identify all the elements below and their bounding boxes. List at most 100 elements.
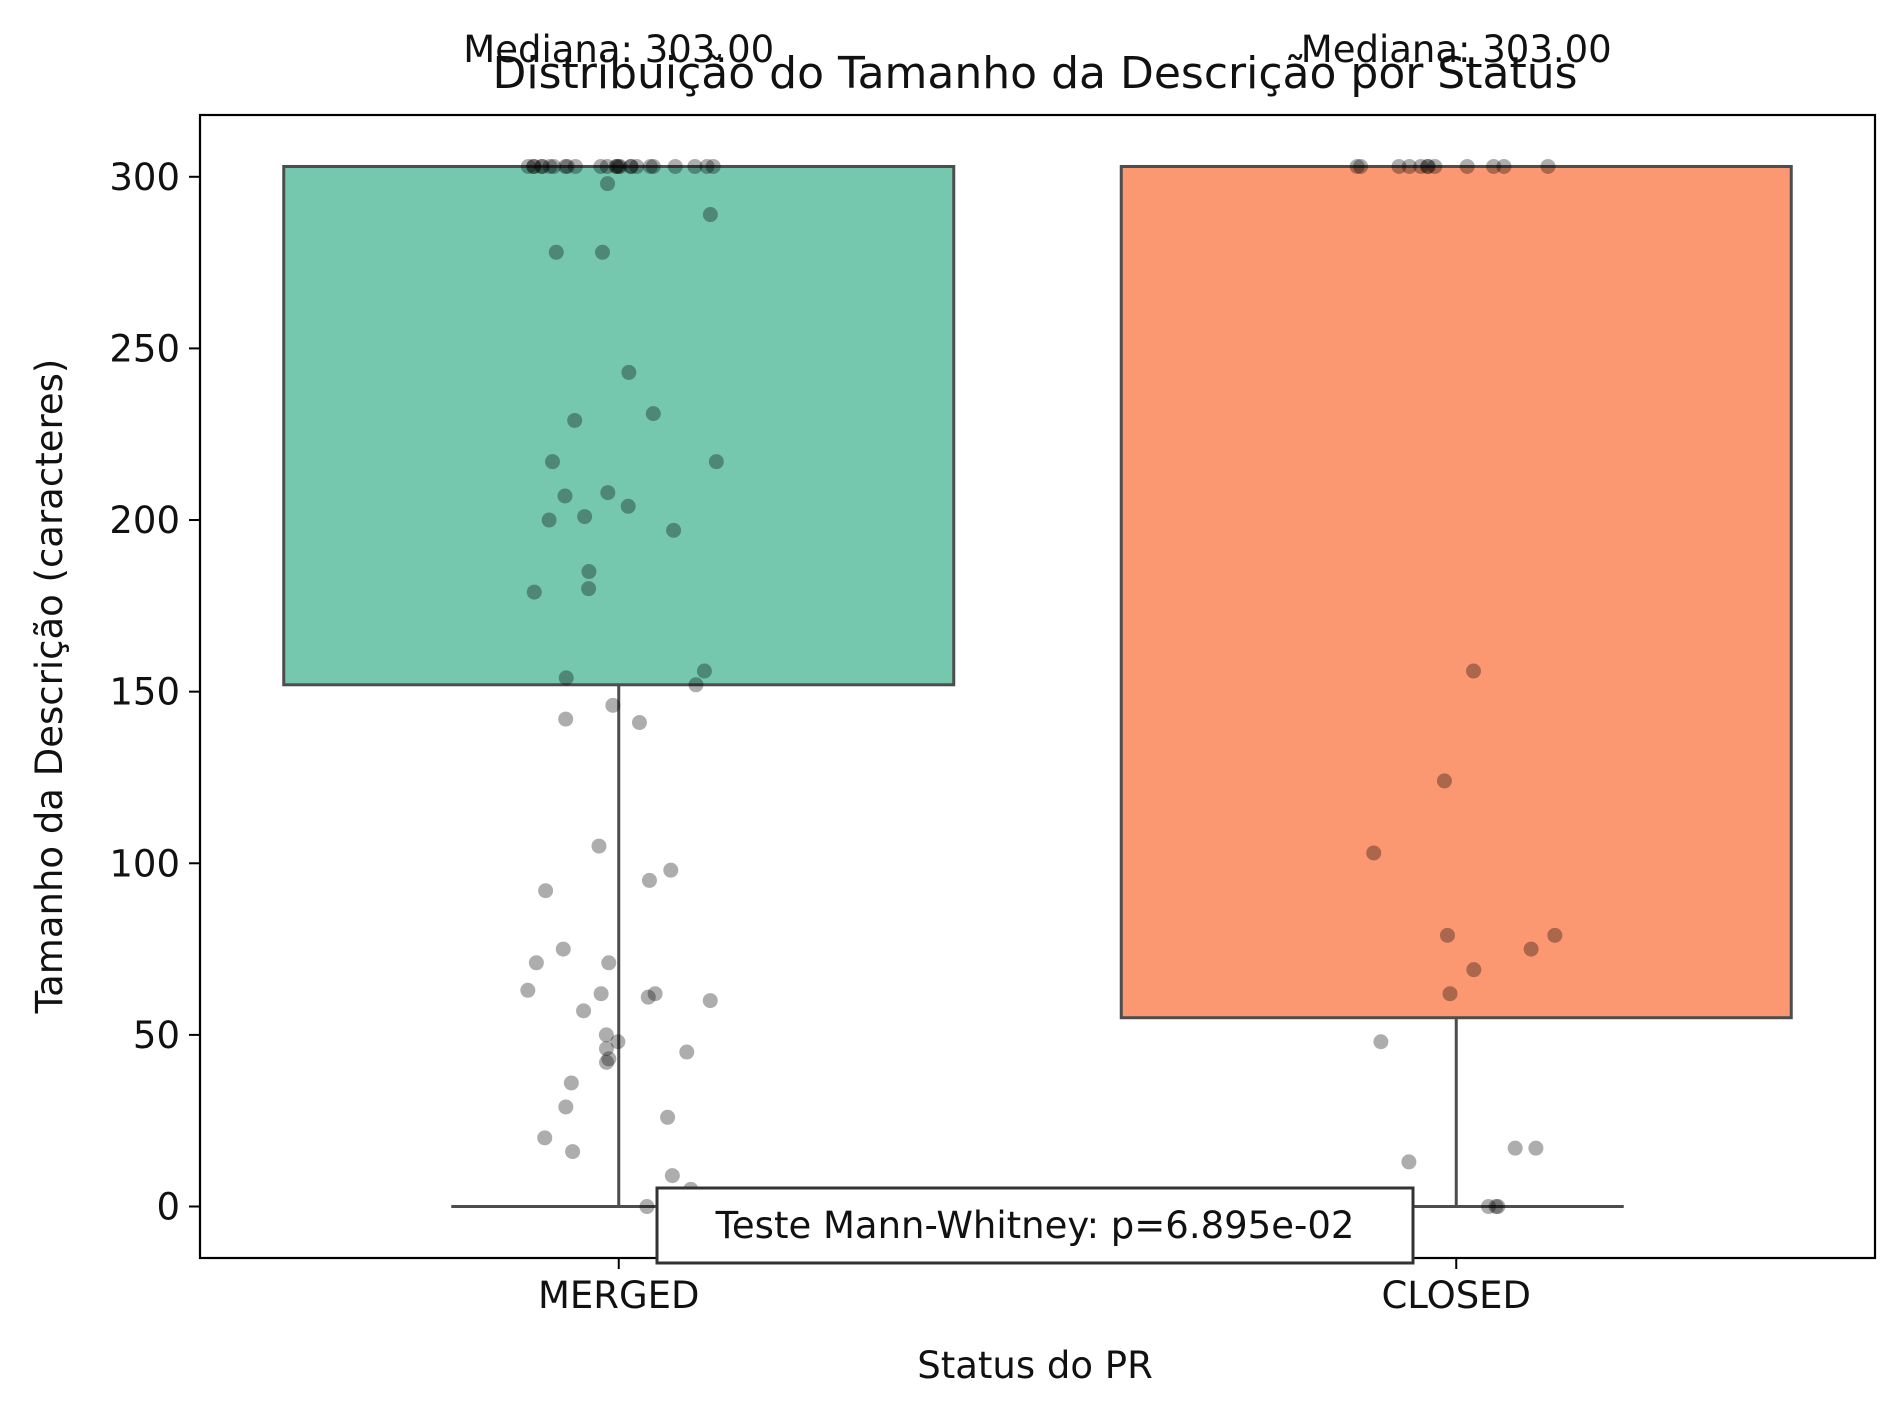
data-point — [664, 1168, 680, 1184]
data-point — [559, 158, 575, 174]
data-point — [705, 158, 721, 174]
data-point — [1439, 927, 1455, 943]
data-point — [640, 989, 656, 1005]
data-point — [1523, 941, 1539, 957]
chart-title: Distribuição do Tamanho da Descrição por… — [492, 48, 1577, 99]
data-point — [699, 158, 715, 174]
stat-test-annotation: Teste Mann-Whitney: p=6.895e-02 — [655, 1186, 1415, 1265]
stat-test-label: Teste Mann-Whitney: p=6.895e-02 — [715, 1204, 1355, 1247]
data-point — [601, 1051, 617, 1067]
data-point — [610, 158, 626, 174]
y-tick-label: 50 — [133, 1014, 180, 1057]
data-point — [1436, 773, 1452, 789]
data-point — [663, 862, 679, 878]
data-point — [520, 158, 536, 174]
data-point — [581, 581, 597, 597]
y-tick-label: 100 — [109, 842, 180, 885]
data-point — [702, 993, 718, 1009]
data-point — [600, 485, 616, 501]
data-point — [601, 955, 617, 971]
data-point — [1540, 158, 1556, 174]
data-point — [1401, 1154, 1417, 1170]
data-point — [687, 158, 703, 174]
data-point — [577, 509, 593, 525]
data-point — [642, 158, 658, 174]
data-point — [605, 697, 621, 713]
data-point — [1488, 1199, 1504, 1215]
data-point — [645, 158, 661, 174]
y-tick-label: 200 — [109, 499, 180, 542]
data-point — [520, 982, 536, 998]
data-point — [544, 454, 560, 470]
data-point — [567, 158, 583, 174]
data-point — [1442, 986, 1458, 1002]
data-point — [1420, 158, 1436, 174]
data-point — [1413, 158, 1429, 174]
data-point — [533, 158, 549, 174]
data-point — [593, 986, 609, 1002]
data-point — [608, 158, 624, 174]
data-point — [1507, 1140, 1523, 1156]
data-point — [1401, 158, 1417, 174]
data-point — [620, 498, 636, 514]
data-point — [1465, 663, 1481, 679]
y-tick-label: 0 — [156, 1186, 180, 1229]
x-axis: MERGED CLOSED — [538, 1258, 1531, 1317]
data-point — [667, 158, 683, 174]
data-point — [558, 158, 574, 174]
data-point — [645, 406, 661, 422]
data-point — [595, 244, 611, 260]
data-point — [593, 158, 609, 174]
data-point — [708, 454, 724, 470]
data-point — [1349, 158, 1365, 174]
data-point — [623, 158, 639, 174]
data-point — [696, 663, 712, 679]
data-point — [526, 158, 542, 174]
x-tick-label: CLOSED — [1381, 1274, 1531, 1317]
data-point — [1466, 962, 1482, 978]
data-point — [555, 941, 571, 957]
data-point — [621, 364, 637, 380]
data-point — [1353, 158, 1369, 174]
data-point — [702, 207, 718, 223]
data-point — [639, 1199, 655, 1215]
y-tick-label: 150 — [109, 671, 180, 714]
data-point — [599, 1054, 615, 1070]
data-point — [1547, 927, 1563, 943]
data-point — [1373, 1034, 1389, 1050]
box-iqr — [1119, 164, 1793, 1020]
y-axis: 0 50 100 150 200 250 300 — [109, 156, 200, 1229]
data-point — [599, 158, 615, 174]
boxes-layer — [282, 164, 1793, 1209]
y-tick-label: 300 — [109, 156, 180, 199]
x-tick-label: MERGED — [538, 1274, 700, 1317]
stat-test-box — [655, 1186, 1415, 1265]
data-point — [537, 1130, 553, 1146]
x-axis-title: Status do PR — [917, 1344, 1153, 1387]
y-tick-label: 250 — [109, 327, 180, 370]
data-point — [612, 158, 628, 174]
data-point — [598, 1041, 614, 1057]
data-point — [1486, 158, 1502, 174]
data-point — [1366, 845, 1382, 861]
data-point — [565, 1144, 581, 1160]
data-point — [1490, 1199, 1506, 1215]
data-point — [679, 1044, 695, 1060]
data-point — [609, 158, 625, 174]
data-point — [542, 158, 558, 174]
data-point — [600, 176, 616, 192]
data-point — [688, 677, 704, 693]
data-point — [558, 711, 574, 727]
data-point — [567, 412, 583, 428]
data-point — [576, 1003, 592, 1019]
data-point — [528, 955, 544, 971]
data-point — [557, 488, 573, 504]
data-point — [641, 872, 657, 888]
data-point — [535, 158, 551, 174]
median-label: Mediana: 303.00 — [1301, 28, 1612, 71]
data-point — [1496, 158, 1512, 174]
data-point — [1420, 158, 1436, 174]
data-point — [546, 158, 562, 174]
data-point — [1528, 1140, 1544, 1156]
